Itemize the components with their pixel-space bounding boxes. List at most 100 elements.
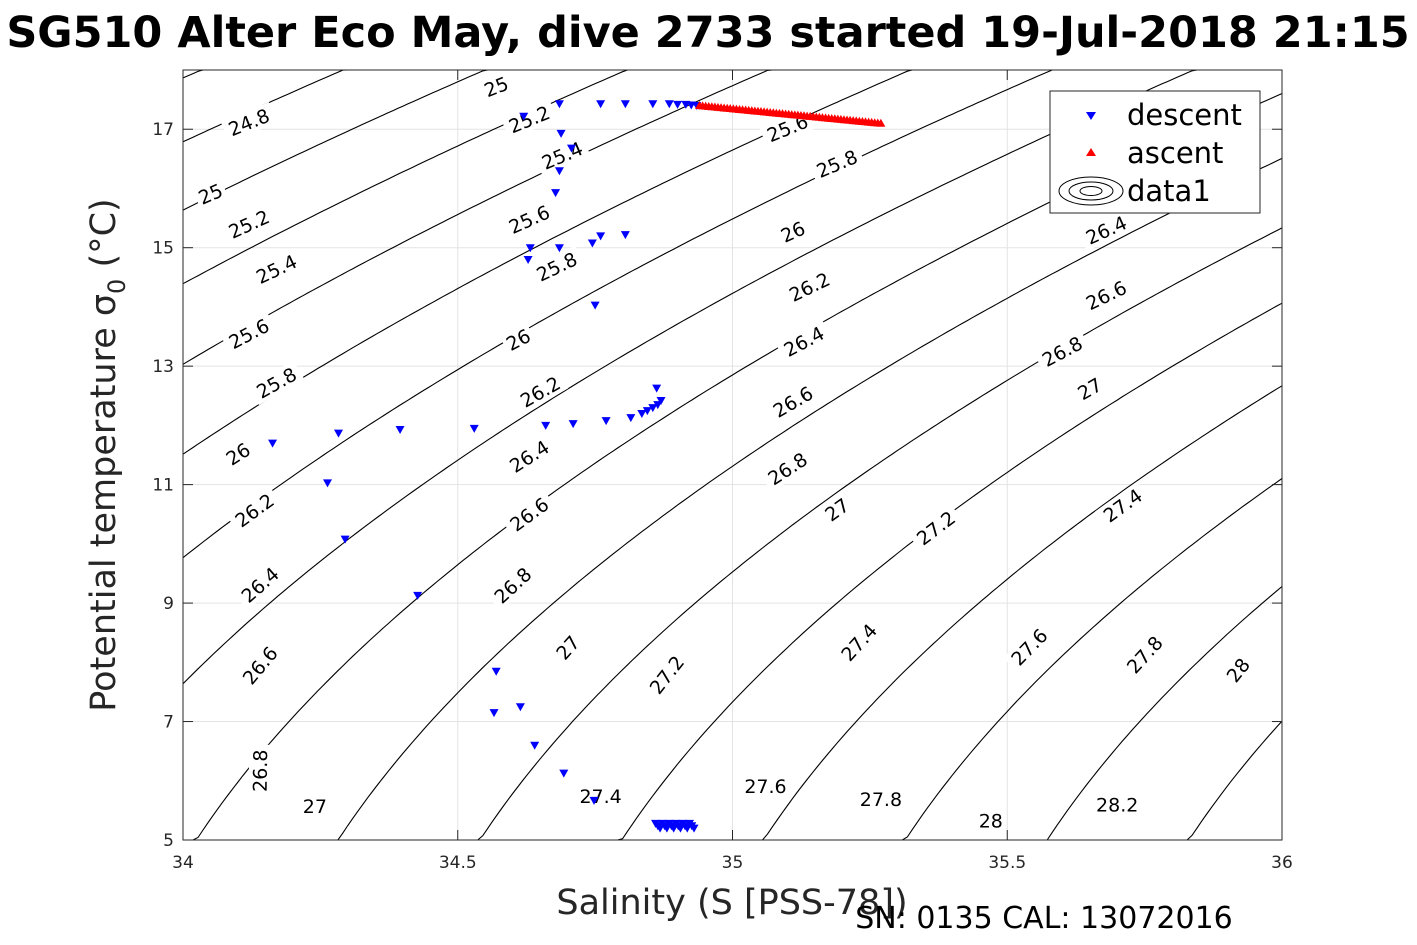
descent-point xyxy=(653,401,663,410)
descent-point xyxy=(554,244,564,253)
contour-label-bg xyxy=(500,99,558,140)
contour-label-bg xyxy=(1078,273,1135,317)
descent-point xyxy=(596,232,606,241)
contour-label-bg xyxy=(500,198,558,241)
x-tick-label: 35.5 xyxy=(988,853,1026,873)
y-tick-label: 9 xyxy=(163,594,174,614)
descent-point xyxy=(530,741,540,750)
contour-label-text: 27.4 xyxy=(579,786,621,808)
descent-point xyxy=(620,231,630,240)
descent-point xyxy=(334,429,344,438)
descent-point xyxy=(637,410,647,419)
contour-label-bg xyxy=(248,744,272,797)
contour-label-text: 27.8 xyxy=(860,789,902,811)
contour-label-text: 28 xyxy=(979,811,1003,833)
contour-label-bg xyxy=(220,311,278,356)
contour-label-bg xyxy=(1095,481,1151,530)
contour-label-bg xyxy=(192,177,229,210)
contour-label: 27.6 xyxy=(739,775,792,798)
x-tick-label: 36 xyxy=(1271,853,1293,873)
ascent-series xyxy=(695,101,886,127)
x-tick-label: 35 xyxy=(722,853,744,873)
contour-line-25.6 xyxy=(182,69,693,285)
y-tick-label: 7 xyxy=(163,713,174,733)
contour-label-bg xyxy=(501,432,558,480)
x-tick-label: 34 xyxy=(172,853,194,873)
descent-point xyxy=(340,535,350,544)
contour-label: 27 xyxy=(299,795,330,818)
descent-point xyxy=(515,703,525,712)
y-tick-label: 5 xyxy=(163,831,174,851)
axis-ticks: 34 34.5 35 35.5 36 5 7 9 11 13 15 17 xyxy=(152,70,1293,873)
descent-point xyxy=(652,384,662,393)
contour-line-27.6 xyxy=(887,478,1283,841)
descent-point xyxy=(601,417,611,426)
descent-point xyxy=(626,414,636,423)
contour-label-bg xyxy=(299,795,330,818)
contour-line-27.8 xyxy=(1032,586,1283,841)
contour-label-bg xyxy=(1071,371,1109,406)
contour-line-27 xyxy=(462,227,1283,841)
y-tick-label: 13 xyxy=(152,357,174,377)
y-tick-label: 11 xyxy=(152,476,174,496)
contour-label-bg xyxy=(1034,329,1091,374)
descent-point xyxy=(554,167,564,176)
descent-point xyxy=(656,397,666,406)
contour-label-bg xyxy=(774,215,812,248)
descent-point xyxy=(489,709,499,718)
descent-point xyxy=(551,189,561,198)
contour-label-bg xyxy=(818,491,856,528)
contour-label: 27.8 xyxy=(854,788,907,811)
descent-point xyxy=(323,479,333,488)
contour-label-bg xyxy=(808,143,866,184)
contour-line-26.8 xyxy=(322,157,1283,841)
svg-text:Potential temperature σ0 (°C): Potential temperature σ0 (°C) xyxy=(84,198,131,711)
descent-point xyxy=(413,591,423,600)
y-axis-label: Potential temperature σ0 (°C) xyxy=(84,198,131,711)
legend-data1-label: data1 xyxy=(1127,174,1211,208)
y-axis-label-main: Potential temperature σ xyxy=(84,294,124,712)
contour-label-bg xyxy=(854,788,907,811)
y-tick-label: 15 xyxy=(152,239,174,259)
descent-point xyxy=(590,301,600,310)
contour-label-bg xyxy=(533,135,591,176)
contour-label-bg xyxy=(248,247,305,291)
grid xyxy=(182,70,1283,841)
descent-point xyxy=(648,100,658,109)
legend-descent-marker xyxy=(1086,112,1096,120)
descent-point xyxy=(491,667,501,676)
contour-label-bg xyxy=(1077,209,1135,251)
contour-label-bg xyxy=(641,647,692,702)
y-axis-label-unit: (°C) xyxy=(84,198,124,278)
contour-label-bg xyxy=(739,775,792,798)
contour-label-bg xyxy=(248,360,305,405)
contour-label-bg xyxy=(528,245,585,288)
contour-line-26.2 xyxy=(182,69,1118,559)
contour-label-bg xyxy=(1003,620,1056,674)
contour-label-bg xyxy=(781,265,838,309)
descent-point xyxy=(554,100,564,109)
contour-line-25.8 xyxy=(182,69,838,365)
contour-label-text: 26.8 xyxy=(250,749,273,792)
descent-point xyxy=(642,407,652,416)
descent-point xyxy=(523,256,533,265)
x-axis-label: Salinity (S [PSS-78]) xyxy=(556,883,907,923)
contour-line-28 xyxy=(1172,720,1283,841)
legend-ascent-marker xyxy=(1086,148,1096,156)
legend-contour-icon xyxy=(1058,176,1124,206)
descent-point xyxy=(664,100,674,109)
contour-label: 28 xyxy=(975,809,1006,833)
footer-caption: SN: 0135 CAL: 13072016 xyxy=(855,901,1233,936)
contour-label-bg xyxy=(486,559,540,612)
contour-label: 26.8 xyxy=(248,744,273,797)
descent-point xyxy=(541,421,551,430)
descent-point xyxy=(469,424,479,433)
descent-point xyxy=(559,769,569,778)
contour-label-bg xyxy=(220,102,278,143)
descent-point xyxy=(620,100,630,109)
descent-point xyxy=(556,129,566,138)
descent-point xyxy=(587,239,597,248)
descent-point xyxy=(395,426,405,435)
contour-label-bg xyxy=(499,322,537,357)
contour-label-bg xyxy=(219,436,257,472)
